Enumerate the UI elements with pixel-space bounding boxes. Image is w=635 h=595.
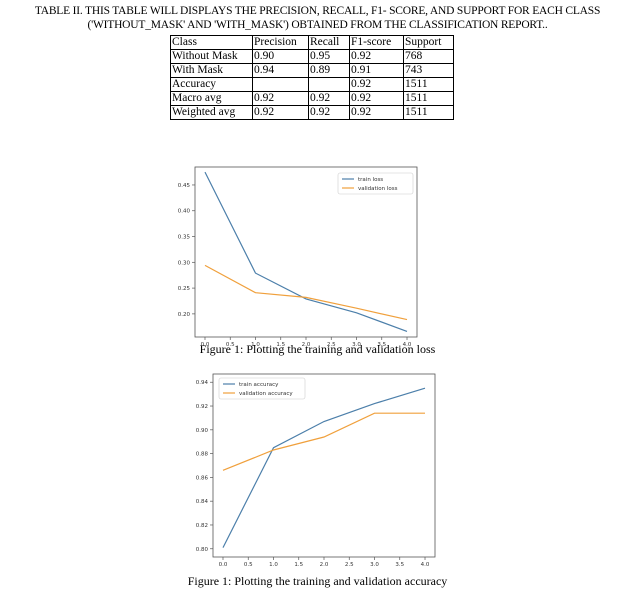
x-tick-label: 2.5: [327, 342, 336, 348]
y-tick-label: 0.45: [178, 183, 191, 189]
table-cell: Weighted avg: [170, 105, 253, 120]
x-tick-label: 0.0: [201, 342, 210, 348]
table-cell: 0.92: [308, 105, 350, 120]
figure-caption-accuracy: Figure 1: Plotting the training and vali…: [187, 574, 448, 588]
table-row: Without Mask 0.90 0.95 0.92 768: [170, 49, 454, 64]
table-row: Weighted avg 0.92 0.92 0.92 1511: [170, 105, 454, 120]
header-cell: Precision: [252, 35, 309, 50]
y-tick-label: 0.35: [178, 235, 191, 241]
table-caption-line-1: TABLE II. THIS TABLE WILL DISPLAYS THE P…: [34, 5, 601, 17]
table-caption-line-2: ('WITHOUT_MASK' AND 'WITH_MASK') OBTAINE…: [87, 19, 548, 31]
table-row: Macro avg 0.92 0.92 0.92 1511: [170, 91, 454, 106]
table-cell: Macro avg: [170, 91, 253, 106]
train-series-line: [204, 171, 408, 332]
table-cell: 1511: [403, 105, 454, 120]
y-tick-label: 0.40: [178, 209, 191, 215]
validation-series-line: [204, 264, 408, 321]
x-tick-label: 3.0: [352, 342, 361, 348]
y-tick-label: 0.30: [178, 260, 191, 266]
table-cell: 768: [403, 49, 454, 64]
table-cell: 1511: [403, 77, 454, 92]
figure-caption-loss: Figure 1: Plotting the training and vali…: [199, 342, 436, 356]
y-tick-label: 0.25: [178, 286, 191, 292]
x-tick-label: 3.5: [377, 342, 386, 348]
legend-label: validation loss: [358, 186, 398, 192]
x-tick-label: 4.0: [403, 342, 412, 348]
table-cell: Without Mask: [170, 49, 253, 64]
legend-box: [337, 172, 414, 195]
y-tick-label: 0.20: [178, 312, 191, 318]
table-row: Accuracy 0.92 1511: [170, 77, 454, 92]
x-tick-label: 1.5: [276, 342, 285, 348]
table-cell: 0.92: [349, 105, 404, 120]
table-cell: Accuracy: [170, 77, 253, 92]
classification-report-table: Class Precision Recall F1-score Support …: [170, 35, 454, 120]
table-cell: 743: [403, 63, 454, 78]
legend-label: train loss: [358, 177, 383, 183]
x-tick-label: 1.0: [251, 342, 260, 348]
table-cell: 0.95: [308, 49, 350, 64]
table-cell: 0.92: [252, 105, 309, 120]
x-tick-label: 2.0: [302, 342, 311, 348]
x-tick-label: 0.5: [226, 342, 235, 348]
